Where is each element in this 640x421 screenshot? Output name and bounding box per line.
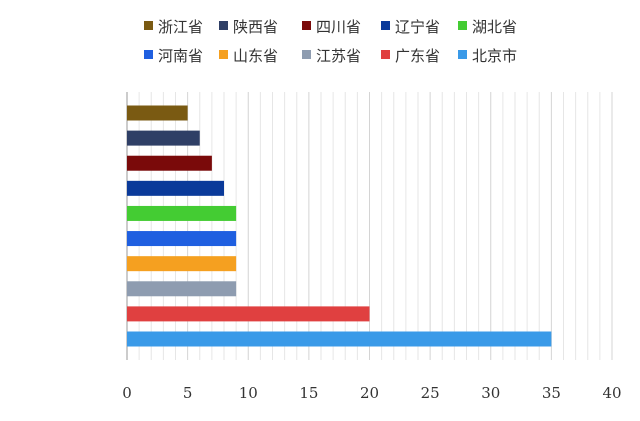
x-tick-label: 25 xyxy=(421,384,440,402)
x-tick-label: 10 xyxy=(239,384,258,402)
legend-item-4: 湖北省 xyxy=(458,18,517,36)
bar-2 xyxy=(127,155,212,171)
bar-layer xyxy=(127,105,552,347)
legend-item-5: 河南省 xyxy=(144,47,203,65)
legend-item-7: 江苏省 xyxy=(302,47,361,65)
legend-label: 江苏省 xyxy=(316,47,361,65)
bar-6 xyxy=(127,256,237,272)
legend-swatch xyxy=(144,50,153,59)
legend-swatch xyxy=(219,50,228,59)
bar-3 xyxy=(127,180,224,196)
bar-8 xyxy=(127,306,370,322)
legend-swatch xyxy=(458,50,467,59)
bar-5 xyxy=(127,231,237,247)
legend-item-1: 陕西省 xyxy=(219,18,278,36)
bar-1 xyxy=(127,130,200,146)
bar-7 xyxy=(127,281,237,297)
legend-label: 陕西省 xyxy=(233,18,278,36)
bar-4 xyxy=(127,205,237,221)
legend-label: 浙江省 xyxy=(158,18,203,36)
legend-swatch xyxy=(381,21,390,30)
x-tick-label: 40 xyxy=(602,384,621,402)
legend-label: 北京市 xyxy=(472,47,517,65)
legend-label: 湖北省 xyxy=(472,18,517,36)
x-axis-ticks: 0 5 10 15 20 25 30 35 40 xyxy=(122,384,621,402)
x-tick-label: 15 xyxy=(299,384,318,402)
legend-item-8: 广东省 xyxy=(381,47,440,65)
x-tick-label: 20 xyxy=(360,384,379,402)
legend-label: 河南省 xyxy=(158,47,203,65)
legend-item-3: 辽宁省 xyxy=(381,18,440,36)
legend-swatch xyxy=(302,50,311,59)
legend-item-2: 四川省 xyxy=(302,18,361,36)
legend-swatch xyxy=(381,50,390,59)
legend-swatch xyxy=(144,21,153,30)
x-tick-label: 35 xyxy=(542,384,561,402)
legend-item-9: 北京市 xyxy=(458,47,517,65)
legend-item-6: 山东省 xyxy=(219,47,278,65)
x-tick-label: 30 xyxy=(481,384,500,402)
legend-label: 辽宁省 xyxy=(395,18,440,36)
legend-label: 山东省 xyxy=(233,47,278,65)
legend-label: 广东省 xyxy=(395,47,440,65)
bar-0 xyxy=(127,105,188,121)
bar-9 xyxy=(127,331,552,347)
legend-swatch xyxy=(458,21,467,30)
x-tick-label: 5 xyxy=(183,384,193,402)
legend-label: 四川省 xyxy=(316,18,361,36)
legend-swatch xyxy=(219,21,228,30)
x-tick-label: 0 xyxy=(122,384,132,402)
legend-item-0: 浙江省 xyxy=(144,18,203,36)
legend-swatch xyxy=(302,21,311,30)
